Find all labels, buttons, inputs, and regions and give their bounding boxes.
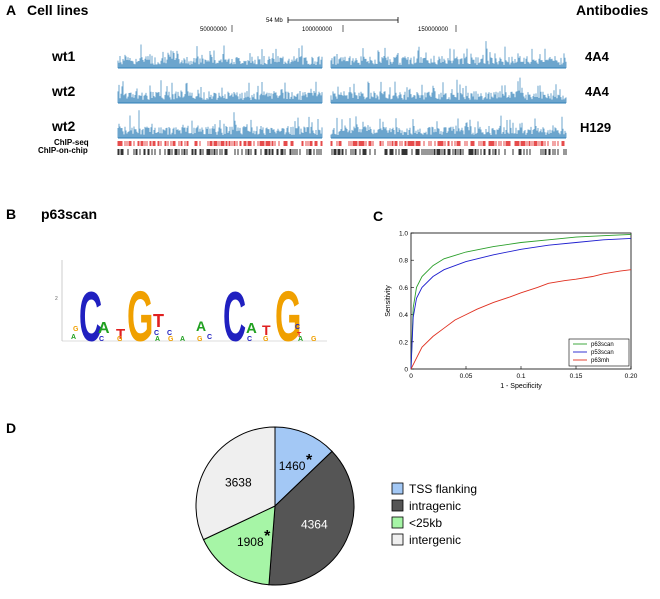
series-line-p53scan	[410, 237, 632, 370]
logo-letter-T1: T	[116, 326, 125, 343]
series-line-p63mh	[410, 269, 632, 370]
svg-text:C: C	[295, 324, 300, 331]
logo-letter-G2: G	[275, 276, 301, 355]
significance-asterisk: *	[264, 528, 271, 545]
roc-chart: 0 0.05 0.1 0.15 0.20 0 0.2 0.4 0.6 0.8 1.0 1 - Spec…	[385, 231, 638, 391]
svg-text:G: G	[117, 336, 123, 343]
scale-label: 54 Mb	[266, 18, 283, 24]
svg-text:C: C	[99, 336, 104, 343]
roc-legend	[568, 338, 630, 367]
pie-value-label: 4364	[301, 518, 328, 532]
logo-letter-C2: C	[223, 277, 246, 355]
legend-label-p63mh: p63mh	[591, 358, 609, 364]
x-tick-label: 0.05	[460, 373, 473, 380]
y-tick-label: 0.4	[399, 312, 408, 319]
signal-track-2	[117, 77, 567, 104]
svg-text:C: C	[207, 334, 212, 341]
annotation-tracks	[117, 141, 567, 155]
motif-title: p63scan	[41, 206, 98, 222]
logo-letter-C1: C	[79, 277, 102, 355]
pie-legend-swatch	[391, 533, 404, 546]
pie-legend-label: intragenic	[409, 499, 461, 513]
logo-letter-A3: A	[246, 320, 257, 337]
track-3-cell-line: wt2	[52, 118, 76, 134]
track-3-antibody: H129	[580, 120, 612, 135]
svg-text:C: C	[167, 330, 172, 337]
y-tick-label: 1.0	[399, 231, 408, 238]
pie-value-label: 3638	[225, 476, 252, 490]
logo-axis-label: 2	[55, 296, 58, 302]
svg-text:G: G	[73, 326, 79, 333]
track-2-cell-line: wt2	[52, 83, 76, 99]
y-tick-label: 0.8	[399, 258, 408, 265]
pie-value-label: 1460	[279, 459, 306, 473]
chipchip-track-label: ChIP-on-chip	[38, 146, 88, 155]
x-axis-label: 1 - Specificity	[500, 383, 542, 390]
logo-letter-A2: A	[196, 318, 206, 334]
panel-b-letter: B	[6, 206, 17, 222]
x-tick-label: 0.15	[570, 373, 583, 380]
y-axis-label: Sensitivity	[385, 285, 392, 317]
svg-text:G: G	[168, 336, 174, 343]
pie-legend-swatch	[391, 482, 404, 495]
pie-legend-label: <25kb	[409, 516, 442, 530]
track-1-antibody: 4A4	[585, 49, 609, 64]
pie-slice-tss-flanking	[274, 426, 333, 508]
pie-slice-intergenic	[195, 426, 276, 541]
pie-slice-intragenic	[268, 450, 355, 586]
position-tick-label-1: 50000000	[200, 27, 227, 33]
svg-text:A: A	[155, 336, 160, 343]
pie-legend-label: intergenic	[409, 533, 461, 547]
signal-track-3	[117, 110, 567, 139]
svg-text:T: T	[297, 332, 302, 339]
annotation-track-1	[117, 141, 565, 146]
logo-letter-A1: A	[98, 320, 110, 337]
antibodies-header: Antibodies	[576, 2, 649, 18]
y-tick-label: 0.6	[399, 285, 408, 292]
pie-value-label: 1908	[237, 535, 264, 549]
panel-d-letter: D	[6, 420, 17, 436]
logo-letter-T2: T	[153, 311, 164, 331]
signal-track-1	[117, 41, 567, 69]
svg-text:G: G	[311, 336, 317, 343]
track-2-antibody: 4A4	[585, 84, 609, 99]
svg-text:C: C	[154, 330, 159, 337]
panel-c-letter: C	[373, 208, 384, 224]
legend-label-p63scan: p63scan	[591, 342, 614, 348]
pie-slice--25kb	[202, 505, 276, 586]
chipseq-track-label: ChIP-seq	[54, 138, 89, 147]
annotation-track-2	[117, 149, 567, 155]
signal-tracks	[117, 41, 567, 139]
svg-text:A: A	[298, 336, 303, 343]
pie-legend-swatch	[391, 516, 404, 529]
logo-letter-T3: T	[262, 322, 271, 338]
y-tick-label: 0	[404, 367, 408, 374]
genome-browser: 54 Mb 50000000 100000000 150000000	[117, 17, 567, 155]
position-tick-label-2: 100000000	[302, 27, 333, 33]
y-tick-label: 0.2	[399, 339, 408, 346]
x-tick-label: 0	[409, 373, 413, 380]
position-tick-label-3: 150000000	[418, 27, 449, 33]
pie-legend-swatch	[391, 499, 404, 512]
pie-legend-label: TSS flanking	[409, 482, 477, 496]
svg-text:A: A	[71, 334, 76, 341]
panel-a-letter: A	[6, 2, 17, 18]
x-tick-label: 0.20	[625, 373, 638, 380]
cell-lines-header: Cell lines	[27, 2, 89, 18]
x-tick-label: 0.1	[516, 373, 525, 380]
svg-text:C: C	[247, 336, 252, 343]
logo-letter-G1: G	[127, 276, 153, 355]
svg-text:G: G	[197, 336, 203, 343]
svg-text:A: A	[180, 336, 185, 343]
legend-label-p53scan: p53scan	[591, 350, 614, 356]
svg-text:G: G	[263, 336, 269, 343]
significance-asterisk: *	[306, 452, 313, 469]
track-1-cell-line: wt1	[52, 48, 76, 64]
series-line-p63scan	[410, 233, 632, 370]
